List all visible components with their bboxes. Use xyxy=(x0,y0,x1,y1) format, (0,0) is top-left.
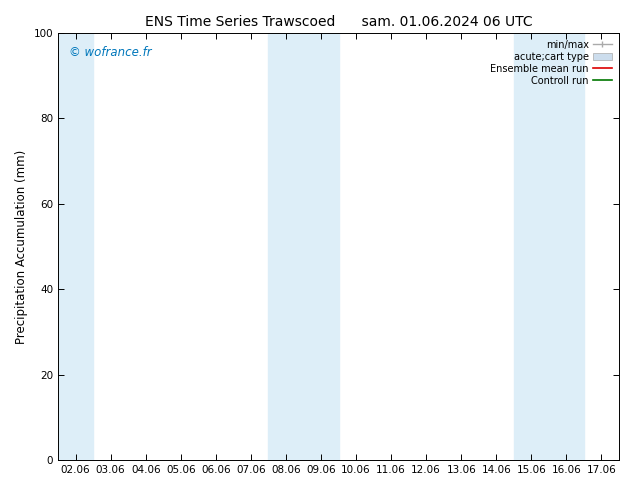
Bar xyxy=(514,33,584,460)
Text: © wofrance.fr: © wofrance.fr xyxy=(69,46,152,59)
Bar xyxy=(58,33,93,460)
Y-axis label: Precipitation Accumulation (mm): Precipitation Accumulation (mm) xyxy=(15,149,28,343)
Title: ENS Time Series Trawscoed      sam. 01.06.2024 06 UTC: ENS Time Series Trawscoed sam. 01.06.202… xyxy=(145,15,533,29)
Bar xyxy=(268,33,339,460)
Legend: min/max, acute;cart type, Ensemble mean run, Controll run: min/max, acute;cart type, Ensemble mean … xyxy=(488,38,614,88)
